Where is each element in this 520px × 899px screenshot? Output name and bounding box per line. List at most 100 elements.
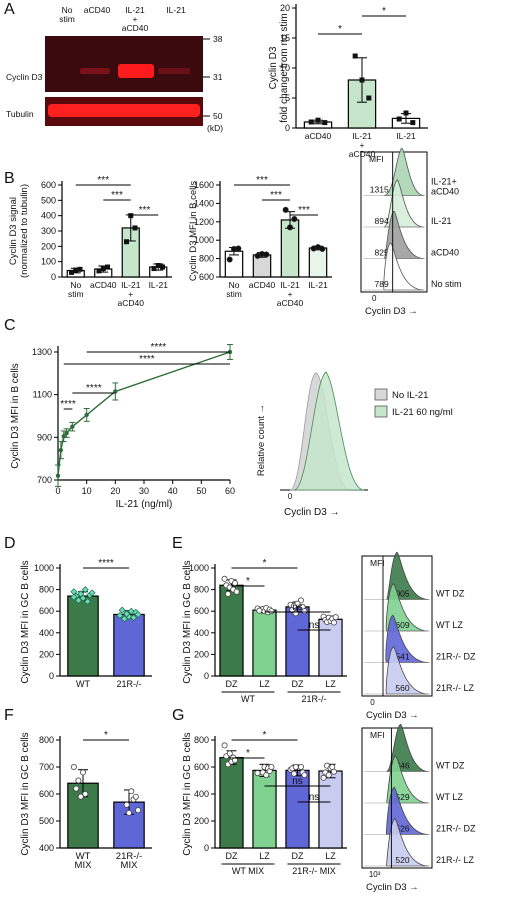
data-point	[134, 610, 142, 618]
histogram-frame	[361, 727, 433, 869]
data-point	[294, 600, 301, 607]
significance-label: *	[246, 748, 250, 759]
significance-label: ***	[256, 175, 268, 186]
data-point	[292, 764, 299, 771]
significance-label: ns	[292, 602, 303, 613]
data-point	[291, 216, 298, 223]
histogram-frame	[360, 151, 428, 293]
x-tick-label: 30	[139, 486, 149, 496]
mfi-value: 746	[395, 761, 409, 771]
y-tick-label: 400	[39, 628, 54, 638]
data-point	[128, 788, 135, 795]
y-tick-label: 400	[194, 789, 209, 799]
y-tick-label: 800	[194, 735, 209, 745]
significance-label: ***	[298, 205, 310, 216]
y-tick-label: 600	[199, 272, 214, 282]
condition-label: aCD40	[431, 248, 459, 258]
condition-label: 21R-/- LZ	[436, 683, 475, 693]
y-tick-label: 400	[194, 628, 209, 638]
y-tick-label: 300	[41, 226, 56, 236]
marker-label: 38	[213, 34, 223, 44]
data-point	[132, 225, 138, 231]
y-tick-label: 600	[194, 762, 209, 772]
y-tick-label: 1000	[34, 563, 54, 573]
y-tick-label: 1100	[33, 390, 52, 400]
data-point	[126, 809, 133, 816]
data-point	[268, 764, 275, 771]
data-point	[70, 764, 77, 771]
significance-label: *	[104, 730, 108, 741]
marker-unit: (kD)	[207, 123, 223, 133]
x-tick-label: DZ	[292, 679, 304, 689]
y-tick-label: 1400	[194, 198, 214, 208]
condition-label: IL-21	[431, 216, 452, 226]
mfi-value: 789	[375, 279, 389, 289]
histogram-trace	[386, 551, 429, 600]
y-tick-label: 200	[39, 649, 54, 659]
data-point	[263, 251, 270, 258]
y-tick-label: 800	[39, 735, 54, 745]
y-tick-label: 800	[194, 585, 209, 595]
x-tick-label: 40	[168, 486, 178, 496]
mfi-value: 560	[395, 683, 409, 693]
data-point	[84, 412, 89, 418]
y-tick-label: 1300	[32, 347, 52, 357]
significance-label: ***	[270, 190, 282, 201]
data-point	[58, 447, 64, 453]
data-point	[123, 610, 131, 618]
data-point	[75, 777, 82, 784]
data-point	[81, 586, 89, 594]
blot-lane-label: IL-21 + aCD40	[122, 5, 149, 33]
y-tick-label: 700	[37, 475, 52, 485]
bar	[252, 769, 277, 849]
x-tick-label: 21R-/-MIX	[116, 851, 142, 871]
x-tick-label: IL-21	[308, 280, 328, 290]
y-tick-label: 500	[41, 195, 56, 205]
y-axis-label: Cyclin D3fold change from no stim	[268, 13, 290, 123]
data-point	[130, 614, 138, 622]
x-axis-label: Cyclin D3 →	[365, 306, 418, 317]
significance-label: ns	[309, 620, 320, 631]
data-point	[68, 269, 74, 275]
blot-row-label: Tubulin	[6, 109, 34, 119]
x-axis-label: Cyclin D3 →	[284, 507, 340, 518]
bar	[219, 584, 244, 677]
blot-band	[48, 104, 200, 117]
data-point	[118, 606, 126, 614]
x-tick-label: 20	[110, 486, 120, 496]
data-point	[325, 772, 332, 779]
blot-band	[80, 68, 110, 74]
histogram-trace	[385, 614, 429, 663]
y-tick-label: 400	[39, 843, 54, 853]
y-tick-label: 20	[280, 3, 290, 13]
data-point	[359, 77, 365, 83]
significance-label: ***	[139, 205, 151, 216]
mfi-value: 1005	[391, 589, 410, 599]
y-tick-label: 900	[37, 432, 52, 442]
y-tick-label: 200	[194, 649, 209, 659]
x-tick-label: IL-21	[149, 280, 169, 290]
data-point	[319, 245, 326, 252]
significance-label: ****	[86, 383, 102, 394]
histogram-trace	[383, 147, 424, 196]
blot-lane-label: IL-21	[166, 5, 186, 15]
blot-row-label: Cyclin D3	[6, 72, 43, 82]
y-tick-label: 10	[280, 63, 290, 73]
x-tick-label: IL-21 + aCD40	[349, 131, 376, 159]
data-point	[70, 593, 78, 601]
y-axis-label: Cyclin D3 MFI in GC B cells	[20, 732, 31, 855]
legend-label: No IL-21	[392, 390, 428, 401]
y-tick-label: 0	[51, 272, 56, 282]
data-point	[55, 473, 61, 478]
legend-swatch	[374, 405, 388, 418]
y-tick-label: 200	[194, 816, 209, 826]
histogram-trace	[383, 210, 424, 259]
y-tick-label: 600	[39, 606, 54, 616]
y-tick-label: 0	[285, 123, 290, 133]
data-point	[352, 53, 358, 59]
data-point	[221, 575, 228, 582]
y-tick-label: 800	[199, 254, 214, 264]
data-point	[82, 791, 89, 798]
marker-label: 50	[213, 111, 223, 121]
